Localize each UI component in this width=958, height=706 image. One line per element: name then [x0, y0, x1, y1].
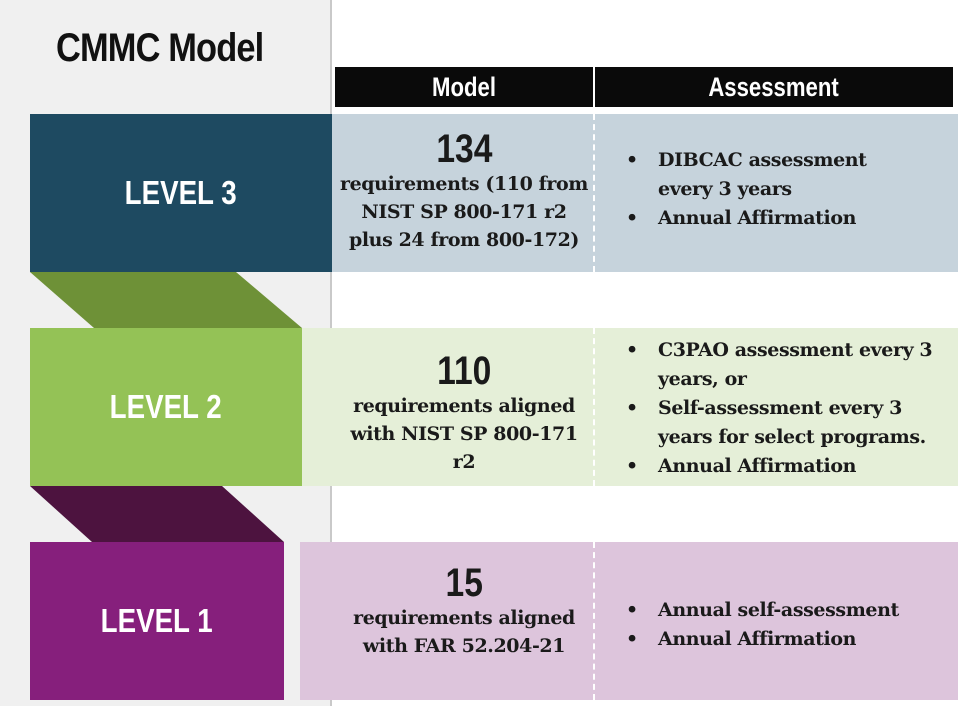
- requirement-description: requirements (110 from NIST SP 800-171 r…: [339, 173, 589, 251]
- column-divider: [593, 114, 595, 272]
- requirement-count: 134: [435, 127, 493, 171]
- level-1-block: LEVEL 1: [30, 542, 284, 700]
- requirement-description: requirements aligned with NIST SP 800-17…: [350, 395, 578, 473]
- level-1-model: 15 requirements aligned with FAR 52.204-…: [335, 562, 593, 660]
- level-3-assessment: DIBCAC assessment every 3 years Annual A…: [620, 146, 950, 233]
- column-divider: [593, 328, 595, 486]
- requirement-description: requirements aligned with FAR 52.204-21: [353, 607, 575, 657]
- level-2-assessment: C3PAO assessment every 3 years, or Self-…: [620, 336, 950, 481]
- assessment-item: Annual Affirmation: [620, 452, 950, 481]
- assessment-item: DIBCAC assessment every 3 years: [620, 146, 950, 204]
- level-3-2-connector: [30, 272, 302, 328]
- header-assessment: Assessment: [595, 67, 953, 107]
- requirement-count: 110: [436, 349, 492, 393]
- assessment-item: Annual self-assessment: [620, 596, 950, 625]
- assessment-item: Self-assessment every 3 years for select…: [620, 394, 950, 452]
- level-3-model: 134 requirements (110 from NIST SP 800-1…: [335, 128, 593, 254]
- header-model: Model: [335, 67, 593, 107]
- assessment-item: Annual Affirmation: [620, 204, 950, 233]
- level-2-model: 110 requirements aligned with NIST SP 80…: [335, 350, 593, 476]
- assessment-item: C3PAO assessment every 3 years, or: [620, 336, 950, 394]
- requirement-count: 15: [445, 561, 483, 605]
- level-1-assessment: Annual self-assessment Annual Affirmatio…: [620, 596, 950, 654]
- level-2-block: LEVEL 2: [30, 328, 302, 486]
- level-2-1-connector: [30, 486, 284, 542]
- level-3-block: LEVEL 3: [30, 114, 332, 272]
- page-title: CMMC Model: [56, 26, 264, 70]
- assessment-item: Annual Affirmation: [620, 625, 950, 654]
- column-divider: [593, 542, 595, 700]
